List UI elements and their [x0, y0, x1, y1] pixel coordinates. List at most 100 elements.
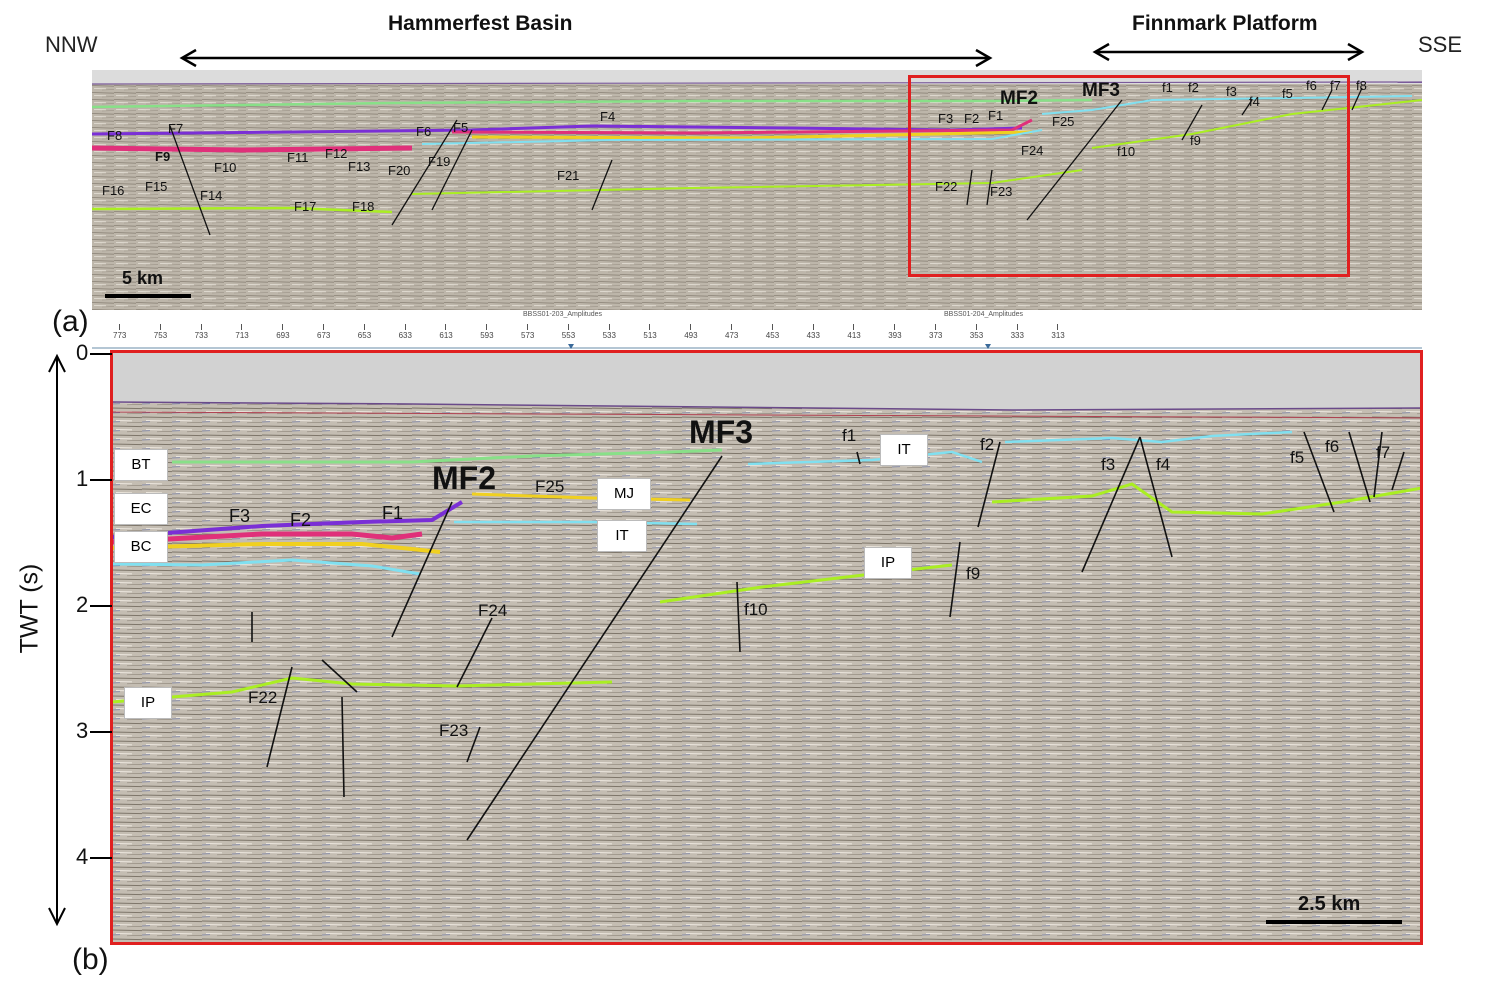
cdp-tick-mark: [282, 324, 284, 330]
label-a-sf8: f8: [1356, 78, 1367, 93]
label-a-f9: F9: [155, 149, 171, 164]
label-a-sf6: f6: [1306, 78, 1317, 93]
cdp-tick-label: 753: [153, 331, 168, 340]
label-a-sf4: f4: [1249, 94, 1260, 109]
scale-bar-a: [105, 294, 191, 298]
cdp-tick-mark: [119, 324, 120, 330]
cdp-tick-label: 433: [806, 331, 820, 340]
label-a-sf3: f3: [1226, 84, 1237, 99]
horizon-label-ip-1: IP: [864, 547, 912, 579]
label-b-f24: F24: [478, 601, 508, 620]
label-a-f7: F7: [168, 121, 184, 136]
label-b-sf5: f5: [1290, 448, 1305, 467]
y-tick-0: 0: [76, 340, 89, 365]
direction-sse: SSE: [1418, 32, 1463, 57]
scale-bar-b: [1266, 920, 1402, 924]
label-a-f24: F24: [1021, 143, 1044, 158]
cdp-tick-label: 593: [480, 331, 494, 340]
cdp-tick-mark: [323, 324, 324, 330]
scale-label-a: 5 km: [122, 268, 164, 288]
inset-box-a: [908, 75, 1350, 277]
label-a-f15: F15: [145, 179, 168, 194]
label-a-f23: F23: [990, 184, 1013, 199]
cdp-tick-label: 653: [357, 331, 372, 340]
cdp-tick-mark: [731, 324, 732, 330]
twt-axis: [48, 353, 112, 927]
label-a-f3: F3: [938, 111, 954, 126]
cdp-tick-label: 673: [317, 331, 331, 340]
horizon-label-ec: EC: [114, 493, 168, 525]
label-a-f21: F21: [557, 168, 580, 183]
cdp-tick-mark: [771, 324, 773, 330]
cdp-tick-label: 413: [847, 331, 861, 340]
cdp-tick-mark: [935, 324, 936, 330]
inset-frame-b: [110, 350, 1423, 945]
label-a-f5: F5: [453, 120, 469, 135]
label-b-mf2: MF2: [432, 460, 496, 496]
label-a-f2: F2: [964, 111, 980, 126]
label-a-f19: F19: [428, 154, 451, 169]
cdp-tick-mark: [527, 324, 528, 330]
cdp-tick-label: 453: [765, 331, 780, 340]
cdp-tick-label: 693: [276, 331, 290, 340]
cdp-tick-mark: [486, 324, 488, 330]
label-a-f13: F13: [348, 159, 371, 174]
label-a-sf1: f1: [1162, 80, 1173, 95]
label-a-f22: F22: [935, 179, 958, 194]
label-a-f11: F11: [287, 150, 309, 165]
line-name-2: BBSS01-204_Amplitudes: [944, 311, 1023, 318]
cdp-tick-mark: [608, 324, 610, 330]
cdp-tick-mark: [853, 324, 855, 330]
cdp-tick-mark: [404, 324, 406, 330]
horizon-label-bt: BT: [114, 449, 168, 481]
horizon-label-it-2: IT: [880, 434, 928, 466]
label-b-f2: F2: [290, 510, 312, 530]
cdp-tick-label: 533: [602, 331, 616, 340]
y-tick-2: 2: [76, 592, 89, 617]
cdp-tick-label: 333: [1010, 331, 1024, 340]
horizon-label-it-1: IT: [597, 520, 647, 552]
cdp-tick-mark: [363, 324, 365, 330]
cdp-axis: [92, 344, 1422, 349]
label-b-mf3: MF3: [689, 414, 753, 450]
label-a-f16: F16: [102, 183, 125, 198]
cdp-tick-label: 573: [521, 331, 535, 340]
label-a-f4: F4: [600, 109, 616, 124]
cdp-tick-label: 553: [561, 331, 576, 340]
cdp-tick-label: 353: [969, 331, 984, 340]
label-a-sf9: f9: [1190, 133, 1201, 148]
label-a-mf3: MF3: [1082, 80, 1120, 101]
label-a-f8: F8: [107, 128, 123, 143]
label-b-sf7: f7: [1376, 443, 1391, 462]
label-a-f10: F10: [214, 160, 237, 175]
label-b-sf2: f2: [980, 435, 995, 454]
label-b-f25: F25: [535, 477, 565, 496]
label-a-sf10: f10: [1117, 144, 1136, 159]
cdp-tick-mark: [159, 324, 161, 330]
seismic-section-b: [112, 352, 1422, 942]
label-a-sf5: f5: [1282, 86, 1293, 101]
seismic-section-a: [92, 70, 1422, 310]
label-a-f17: F17: [294, 199, 317, 214]
label-a-f18: F18: [352, 199, 375, 214]
label-b-f22: F22: [248, 688, 278, 707]
cdp-tick-mark: [241, 324, 243, 330]
cdp-tick-mark: [1016, 324, 1018, 330]
label-a-mf2: MF2: [1000, 88, 1038, 109]
label-b-sf1: f1: [842, 426, 857, 445]
cdp-tick-label: 493: [684, 331, 698, 340]
direction-nnw: NNW: [45, 32, 98, 57]
cdp-tick-label: 633: [398, 331, 412, 340]
label-b-sf9: f9: [966, 564, 981, 583]
label-b-f23: F23: [439, 721, 469, 740]
cdp-tick-mark: [894, 324, 896, 330]
scale-label-b: 2.5 km: [1298, 893, 1361, 915]
cdp-tick-label: 733: [194, 331, 208, 340]
label-b-f3: F3: [229, 506, 251, 526]
cdp-tick-mark: [812, 324, 814, 330]
cdp-tick-mark: [445, 324, 447, 330]
cdp-tick-mark: [649, 324, 651, 330]
cdp-tick-mark: [690, 324, 692, 330]
label-a-sf2: f2: [1188, 80, 1199, 95]
cdp-tick-label: 513: [643, 331, 657, 340]
